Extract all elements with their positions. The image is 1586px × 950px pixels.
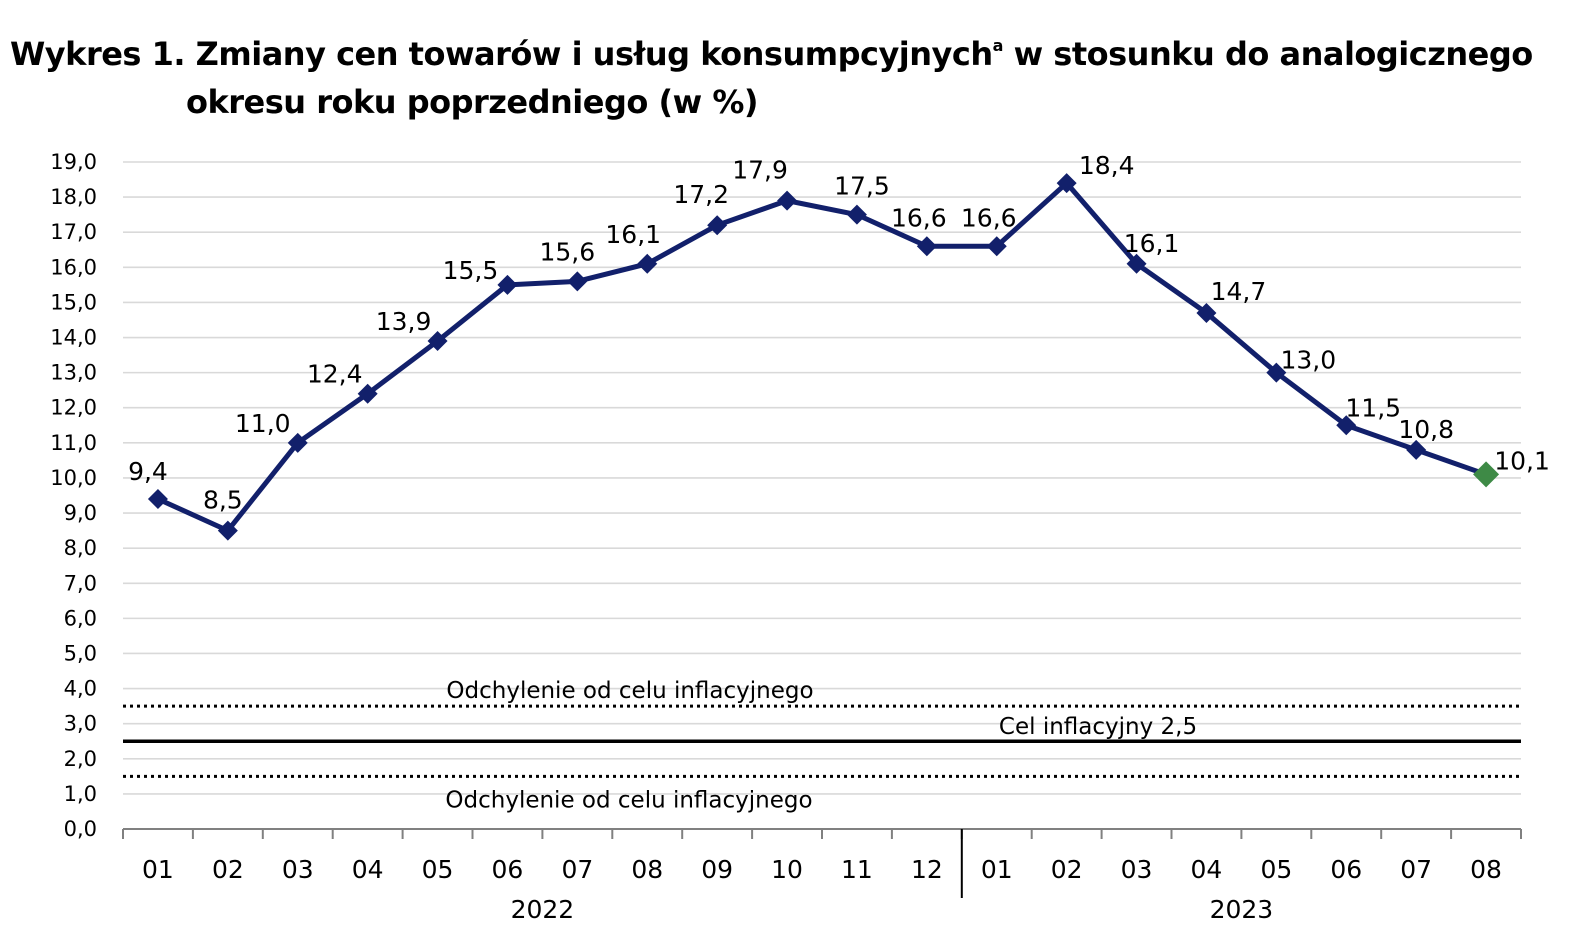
data-point (1406, 439, 1427, 460)
data-point (287, 432, 308, 453)
title-line1-rest: w stosunku do analogicznego (1002, 35, 1534, 73)
data-point (1126, 253, 1147, 274)
y-tick-label: 15,0 (50, 290, 97, 314)
data-point (1266, 362, 1287, 383)
y-tick-label: 8,0 (64, 536, 97, 560)
data-label: 11,0 (235, 409, 291, 438)
title-line2: okresu roku poprzedniego (w %) (186, 83, 759, 121)
data-point (427, 331, 448, 352)
data-point (637, 253, 658, 274)
reference-line-label: Odchylenie od celu inflacyjnego (445, 787, 812, 813)
data-point (707, 215, 728, 236)
x-tick-label: 06 (1330, 855, 1362, 884)
data-point (357, 383, 378, 404)
x-tick-label: 08 (1470, 855, 1502, 884)
data-label: 14,7 (1211, 277, 1267, 306)
data-label: 15,6 (540, 237, 596, 266)
data-labels: 9,4 8,5 11,0 12,4 13,9 15,5 15,6 16,1 17,217,9 17… (128, 151, 1550, 515)
x-tick-label: 10 (771, 855, 803, 884)
y-tick-label: 1,0 (64, 782, 97, 806)
x-tick-label: 02 (1051, 855, 1083, 884)
y-tick-label: 17,0 (50, 220, 97, 244)
data-label: 8,5 (203, 486, 243, 515)
data-point (846, 204, 867, 225)
title-superscript: a (992, 36, 1004, 55)
x-tick-label: 01 (981, 855, 1013, 884)
y-tick-label: 13,0 (50, 361, 97, 385)
data-point (777, 190, 798, 211)
data-label: 11,5 (1345, 393, 1401, 422)
data-point (217, 520, 238, 541)
x-tick-label: 01 (142, 855, 174, 884)
x-tick-label: 03 (282, 855, 314, 884)
data-label: 17,2 (673, 180, 729, 209)
y-tick-label: 2,0 (64, 747, 97, 771)
data-point (567, 271, 588, 292)
y-tick-label: 7,0 (64, 571, 97, 595)
y-tick-label: 12,0 (50, 396, 97, 420)
data-label: 9,4 (128, 457, 168, 486)
data-point-last (1473, 461, 1500, 488)
data-point (916, 236, 937, 257)
chart-title: Wykres 1. Zmiany cen towarów i usług kon… (10, 22, 1570, 126)
y-axis-ticks: 0,0 1,0 2,0 3,0 4,0 5,0 6,0 7,0 8,0 9,0 10,0 11,0 12… (50, 150, 97, 841)
data-label: 13,9 (376, 307, 432, 336)
reference-line-label: Cel inflacyjny 2,5 (999, 714, 1197, 740)
reference-lines: Odchylenie od celu inflacyjnego Cel infla… (123, 678, 1521, 813)
y-tick-label: 9,0 (64, 501, 97, 525)
y-tick-label: 3,0 (64, 712, 97, 736)
title-line1: Wykres 1. Zmiany cen towarów i usług kon… (10, 35, 993, 73)
data-label: 13,0 (1281, 346, 1337, 375)
x-tick-label: 05 (422, 855, 454, 884)
data-point (1196, 302, 1217, 323)
series-polyline (156, 180, 1487, 534)
data-point (147, 489, 168, 510)
x-tick-label: 04 (352, 855, 384, 884)
data-label: 17,5 (834, 172, 890, 201)
y-tick-label: 5,0 (64, 641, 97, 665)
y-tick-label: 11,0 (50, 431, 97, 455)
y-tick-label: 18,0 (50, 185, 97, 209)
data-label: 16,6 (961, 203, 1017, 232)
data-label: 12,4 (307, 360, 363, 389)
data-point (1056, 173, 1077, 194)
y-tick-label: 4,0 (64, 677, 97, 701)
data-label: 16,1 (605, 220, 661, 249)
data-label: 15,5 (443, 256, 499, 285)
year-label: 2022 (511, 895, 575, 924)
y-tick-label: 6,0 (64, 606, 97, 630)
x-tick-label: 02 (212, 855, 244, 884)
data-label: 17,9 (732, 156, 788, 185)
series-line (147, 173, 1500, 541)
x-axis: 01 02 03 04 05 06 07 08 09 10 11 12 01 02 03 04 05 06 07 08… (122, 828, 1522, 924)
data-point (1336, 415, 1357, 436)
x-tick-label: 05 (1260, 855, 1292, 884)
reference-line-label: Odchylenie od celu inflacyjnego (446, 678, 813, 704)
y-tick-label: 10,0 (50, 466, 97, 490)
y-tick-label: 0,0 (64, 817, 97, 841)
x-tick-label: 03 (1121, 855, 1153, 884)
data-label: 10,1 (1494, 446, 1550, 475)
data-point (986, 236, 1007, 257)
data-point (497, 274, 518, 295)
x-tick-label: 12 (911, 855, 943, 884)
x-tick-label: 06 (492, 855, 524, 884)
y-tick-label: 19,0 (50, 150, 97, 174)
x-tick-label: 09 (701, 855, 733, 884)
y-tick-label: 16,0 (50, 255, 97, 279)
gridlines (123, 161, 1521, 795)
x-tick-label: 04 (1191, 855, 1223, 884)
data-label: 18,4 (1079, 151, 1135, 180)
x-tick-label: 07 (1400, 855, 1432, 884)
x-tick-label: 11 (841, 855, 873, 884)
data-label: 10,8 (1398, 415, 1454, 444)
y-tick-label: 14,0 (50, 326, 97, 350)
data-label: 16,6 (891, 203, 947, 232)
x-tick-label: 08 (631, 855, 663, 884)
x-tick-label: 07 (561, 855, 593, 884)
data-label: 16,1 (1124, 229, 1180, 258)
year-label: 2023 (1210, 895, 1274, 924)
